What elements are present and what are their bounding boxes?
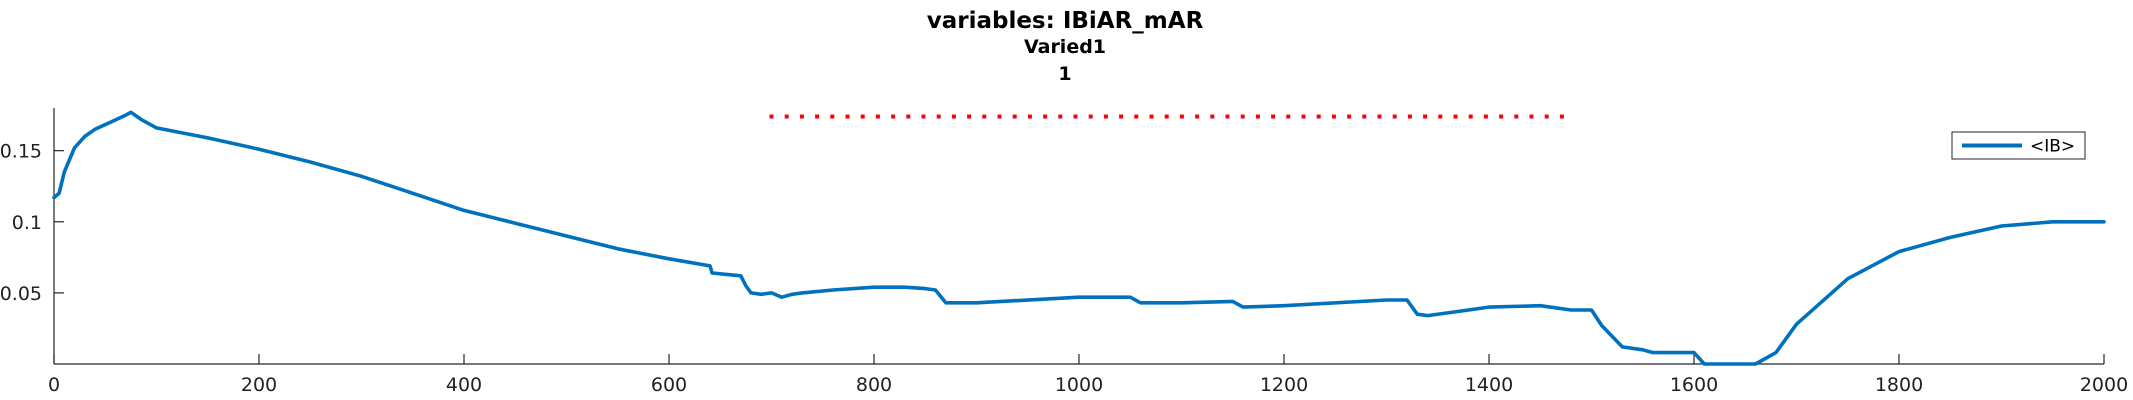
dotted-marker-point	[1468, 114, 1473, 119]
x-tick-label: 800	[856, 374, 892, 396]
dotted-marker-point	[1377, 114, 1382, 119]
chart-title: variables: IBiAR_mAR	[927, 8, 1204, 34]
dotted-marker-point	[1423, 114, 1428, 119]
dotted-marker-point	[1073, 114, 1078, 119]
dotted-marker-point	[769, 114, 774, 119]
dotted-marker-point	[1453, 114, 1458, 119]
dotted-marker-point	[1483, 114, 1488, 119]
dotted-marker-point	[891, 114, 896, 119]
dotted-marker-point	[1362, 114, 1367, 119]
x-tick-label: 1800	[1875, 374, 1923, 396]
dotted-marker-point	[1164, 114, 1169, 119]
dotted-marker-point	[1271, 114, 1276, 119]
dotted-marker-point	[1240, 114, 1245, 119]
dotted-marker-point	[784, 114, 789, 119]
dotted-marker-point	[1559, 114, 1564, 119]
legend-label-ib: <IB>	[2030, 137, 2075, 157]
dotted-marker-point	[967, 114, 972, 119]
dotted-marker-point	[830, 114, 835, 119]
dotted-marker-point	[1331, 114, 1336, 119]
dotted-marker-point	[1514, 114, 1519, 119]
dotted-marker-point	[1043, 114, 1048, 119]
x-tick-label: 0	[48, 374, 60, 396]
dotted-marker-point	[1286, 114, 1291, 119]
dotted-marker-point	[1316, 114, 1321, 119]
dotted-marker-point	[906, 114, 911, 119]
chart-subtitle-line-2: 1	[1058, 63, 1071, 85]
dotted-marker-point	[1119, 114, 1124, 119]
dotted-marker-point	[1012, 114, 1017, 119]
dotted-marker-point	[1392, 114, 1397, 119]
dotted-marker-point	[1088, 114, 1093, 119]
dotted-marker-point	[1058, 114, 1063, 119]
x-tick-label: 2000	[2080, 374, 2128, 396]
y-tick-label: 0.15	[0, 141, 42, 163]
chart-legend: <IB>	[1951, 131, 2086, 160]
dotted-marker-point	[1301, 114, 1306, 119]
dotted-marker-point	[875, 114, 880, 119]
y-tick-label: 0.1	[12, 212, 42, 234]
chart-titles: variables: IBiAR_mAR Varied1 1	[927, 8, 1204, 85]
dotted-marker-point	[845, 114, 850, 119]
dotted-marker-point	[1027, 114, 1032, 119]
x-tick-label: 1200	[1260, 374, 1308, 396]
dotted-marker-point	[1210, 114, 1215, 119]
chart-subtitle-line-1: Varied1	[1024, 36, 1106, 58]
dotted-marker-point	[860, 114, 865, 119]
x-tick-label: 600	[651, 374, 687, 396]
plot-series	[52, 110, 2106, 366]
y-axis-ticks: 0.05 0.1 0.15	[0, 141, 64, 305]
dotted-marker-point	[936, 114, 941, 119]
series-line-ib	[52, 110, 2106, 366]
x-tick-label: 1400	[1465, 374, 1513, 396]
dotted-marker-point	[1438, 114, 1443, 119]
dotted-marker-point	[1179, 114, 1184, 119]
dotted-marker-point	[1499, 114, 1504, 119]
dotted-marker-point	[921, 114, 926, 119]
x-tick-label: 400	[446, 374, 482, 396]
x-tick-label: 1600	[1670, 374, 1718, 396]
dotted-marker-point	[1225, 114, 1230, 119]
dotted-marker-point	[997, 114, 1002, 119]
y-tick-label: 0.05	[0, 283, 42, 305]
dotted-marker-point	[1103, 114, 1108, 119]
dotted-marker-point	[799, 114, 804, 119]
x-tick-label: 200	[241, 374, 277, 396]
x-tick-label: 1000	[1055, 374, 1103, 396]
dotted-marker-point	[1529, 114, 1534, 119]
dotted-marker-point	[1149, 114, 1154, 119]
dotted-marker-point	[1134, 114, 1139, 119]
dotted-marker-point	[1544, 114, 1549, 119]
dotted-marker-point	[1407, 114, 1412, 119]
dotted-marker-point	[1255, 114, 1260, 119]
dotted-marker-point	[982, 114, 987, 119]
dotted-marker-point	[1347, 114, 1352, 119]
x-axis-ticks: 0 200 400 600 800 1000 1200 1400 1600 1800 2000	[48, 354, 2128, 396]
dotted-marker-point	[815, 114, 820, 119]
dotted-marker-point	[1195, 114, 1200, 119]
dotted-marker-point	[951, 114, 956, 119]
